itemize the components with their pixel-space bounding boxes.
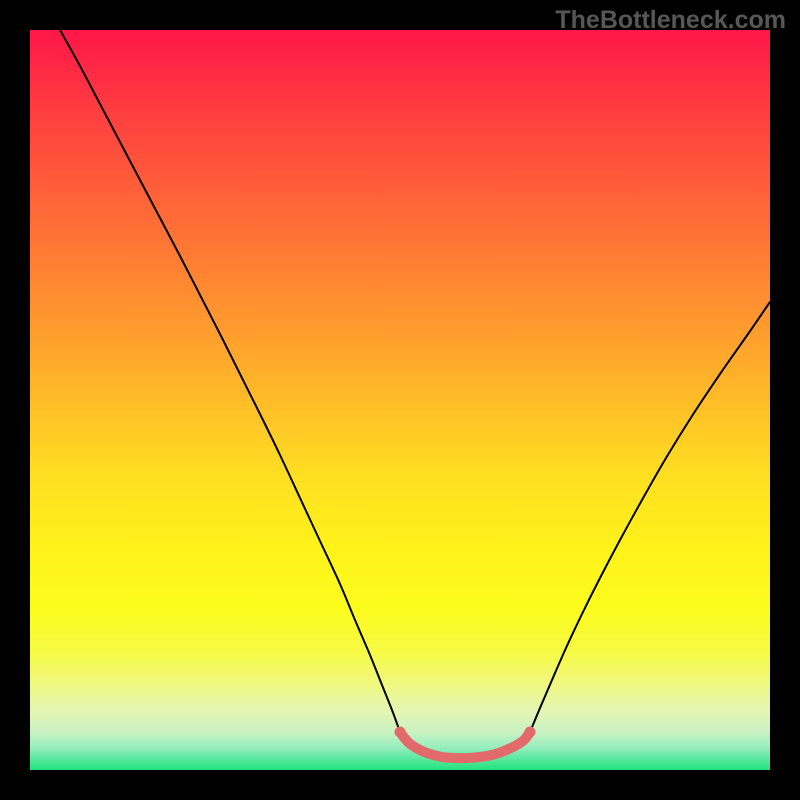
chart-container: TheBottleneck.com <box>0 0 800 800</box>
curve-right-branch <box>530 302 770 732</box>
curve-layer <box>30 30 770 770</box>
curve-left-branch <box>60 30 400 732</box>
trough-end-right <box>525 727 536 738</box>
curve-trough <box>400 732 530 758</box>
watermark-text: TheBottleneck.com <box>555 6 786 35</box>
trough-end-left <box>395 727 406 738</box>
plot-area <box>30 30 770 770</box>
